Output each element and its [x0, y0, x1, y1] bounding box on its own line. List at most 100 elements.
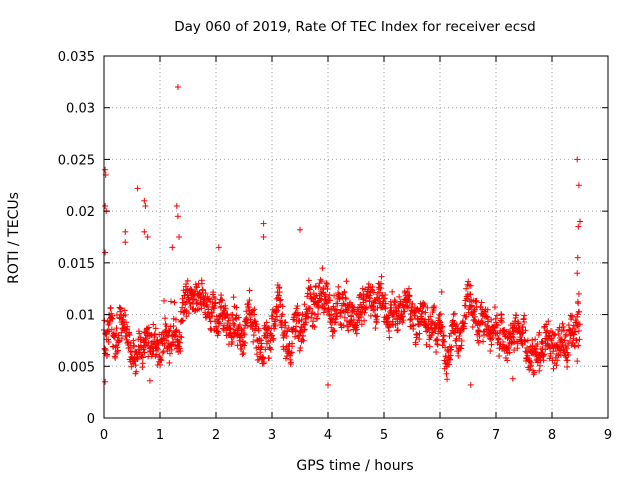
- data-point: [515, 320, 522, 327]
- data-point: [215, 319, 222, 326]
- data-point: [504, 357, 511, 364]
- data-point: [562, 333, 569, 340]
- data-point: [275, 292, 282, 299]
- data-point: [199, 286, 206, 293]
- x-tick-label: 5: [380, 428, 388, 443]
- data-point: [193, 284, 200, 291]
- data-point-outlier: [146, 377, 153, 384]
- data-point: [453, 321, 460, 328]
- data-point: [210, 289, 217, 296]
- data-point: [240, 350, 247, 357]
- data-point: [486, 335, 493, 342]
- data-point: [440, 333, 447, 340]
- data-point-outlier: [574, 254, 581, 261]
- data-point: [258, 343, 265, 350]
- data-point: [117, 305, 124, 312]
- data-point: [450, 317, 457, 324]
- data-point: [300, 337, 307, 344]
- data-point: [498, 318, 505, 325]
- data-point: [309, 309, 316, 316]
- data-point: [168, 346, 175, 353]
- data-point-outlier: [574, 156, 581, 163]
- data-point: [132, 362, 139, 369]
- data-point-outlier: [574, 358, 581, 365]
- data-point: [134, 355, 141, 362]
- data-point: [361, 317, 368, 324]
- data-point: [295, 312, 302, 319]
- data-point: [369, 284, 376, 291]
- data-point: [427, 313, 434, 320]
- data-point: [511, 347, 518, 354]
- data-point: [343, 278, 350, 285]
- data-point: [323, 279, 330, 286]
- data-point: [322, 291, 329, 298]
- data-point: [236, 337, 243, 344]
- data-point: [435, 325, 442, 332]
- data-point: [252, 327, 259, 334]
- data-point-outlier: [169, 244, 176, 251]
- data-point: [380, 295, 387, 302]
- data-point: [382, 291, 389, 298]
- data-point: [315, 284, 322, 291]
- data-point: [534, 341, 541, 348]
- data-point: [171, 333, 178, 340]
- data-point: [457, 328, 464, 335]
- data-point: [257, 344, 264, 351]
- data-point: [111, 334, 118, 341]
- data-point: [473, 297, 480, 304]
- data-point: [564, 357, 571, 364]
- data-point: [426, 343, 433, 350]
- data-point: [336, 295, 343, 302]
- data-point: [354, 326, 361, 333]
- data-point: [116, 304, 123, 311]
- data-point: [573, 337, 580, 344]
- y-tick-label: 0.035: [58, 50, 95, 65]
- data-point: [133, 368, 140, 375]
- data-point: [475, 339, 482, 346]
- data-points: [100, 84, 583, 388]
- data-point: [340, 322, 347, 329]
- data-point-outlier: [144, 234, 151, 240]
- data-point: [531, 345, 538, 352]
- data-point: [307, 295, 314, 302]
- data-point: [231, 322, 238, 329]
- data-point: [519, 323, 526, 330]
- data-point: [139, 360, 146, 367]
- data-point-outlier: [260, 220, 267, 227]
- data-point: [409, 300, 416, 307]
- data-point: [229, 338, 236, 345]
- data-point: [246, 297, 253, 304]
- data-point: [230, 294, 237, 301]
- data-point: [388, 321, 395, 328]
- data-point: [569, 325, 576, 332]
- data-point: [463, 285, 470, 292]
- data-point: [251, 311, 258, 318]
- data-point-outlier: [297, 226, 303, 233]
- data-point: [386, 328, 393, 335]
- data-point: [150, 321, 157, 328]
- data-point: [344, 309, 351, 316]
- data-point: [476, 328, 483, 335]
- data-point: [467, 282, 474, 289]
- x-tick-label: 4: [324, 428, 332, 443]
- data-point: [378, 273, 385, 280]
- data-point: [363, 304, 370, 311]
- data-point: [491, 325, 498, 332]
- data-point: [341, 314, 348, 321]
- data-point: [218, 296, 225, 303]
- data-point: [241, 342, 248, 349]
- data-point: [301, 327, 308, 334]
- data-point: [451, 310, 458, 317]
- data-point: [118, 329, 125, 336]
- data-point: [531, 369, 538, 376]
- data-point: [382, 305, 389, 312]
- data-point: [122, 326, 129, 333]
- data-point: [270, 335, 277, 342]
- data-point: [330, 327, 337, 334]
- data-point-outlier: [174, 84, 181, 91]
- data-point: [166, 359, 173, 366]
- data-point: [311, 311, 318, 318]
- data-point: [575, 328, 582, 335]
- data-point: [524, 352, 531, 359]
- data-point: [488, 341, 495, 348]
